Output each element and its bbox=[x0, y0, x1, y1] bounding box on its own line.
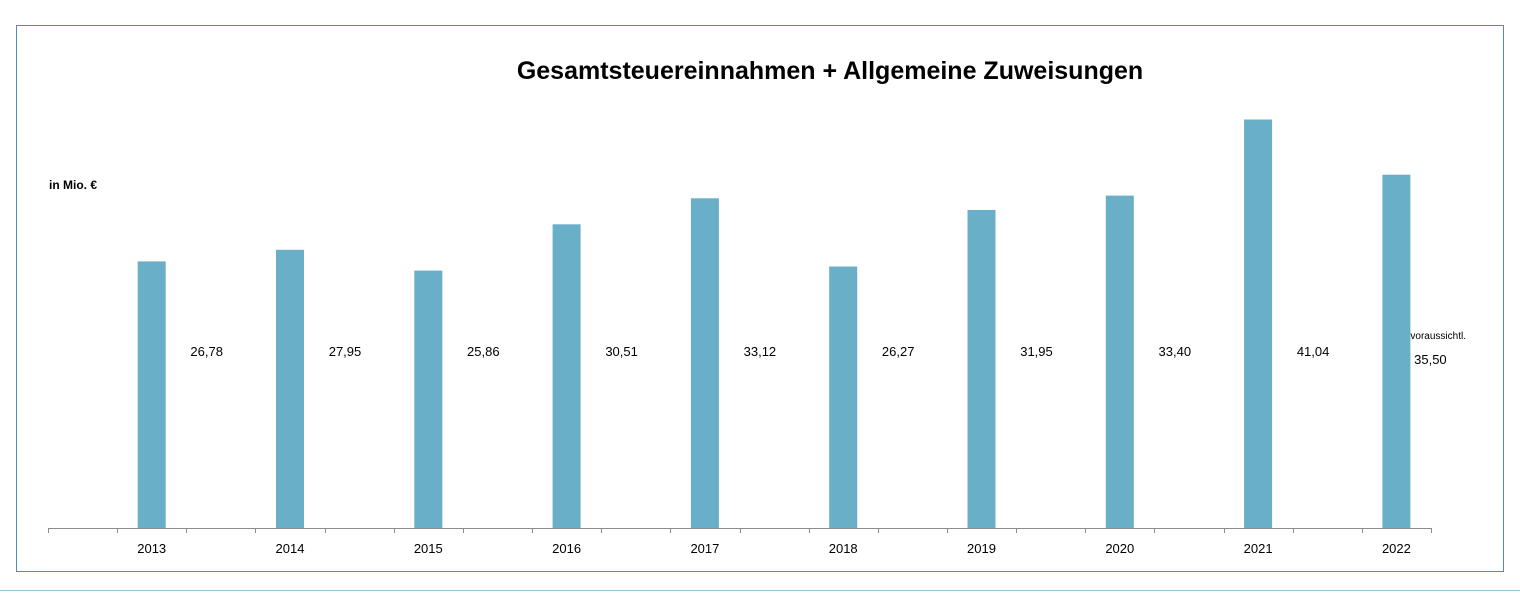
bar-2014 bbox=[276, 249, 304, 529]
bar-2016 bbox=[552, 224, 581, 529]
data-label: 33,12 bbox=[744, 344, 777, 359]
forecast-note: voraussichtl. bbox=[1410, 331, 1466, 342]
data-label: 41,04 bbox=[1297, 344, 1330, 359]
x-tick-label: 2013 bbox=[137, 541, 166, 556]
data-label: 30,51 bbox=[605, 344, 638, 359]
bar-2013 bbox=[137, 261, 166, 528]
bar-2020 bbox=[1105, 195, 1134, 528]
x-tick-label: 2014 bbox=[276, 541, 305, 556]
chart-title: Gesamtsteuereinnahmen + Allgemeine Zuwei… bbox=[517, 57, 1143, 85]
bar-2018 bbox=[829, 266, 858, 528]
data-label: 33,40 bbox=[1159, 344, 1192, 359]
x-tick-label: 2017 bbox=[690, 541, 719, 556]
bottom-divider bbox=[0, 590, 1520, 591]
data-label: 25,86 bbox=[467, 344, 500, 359]
data-label: 26,27 bbox=[882, 344, 915, 359]
x-tick-label: 2018 bbox=[829, 541, 858, 556]
x-tick-label: 2019 bbox=[967, 541, 996, 556]
data-label: 27,95 bbox=[329, 344, 362, 359]
data-label: 26,78 bbox=[190, 344, 223, 359]
data-label: 35,50 bbox=[1414, 352, 1447, 367]
x-tick-label: 2022 bbox=[1382, 541, 1411, 556]
y-axis-unit-label: in Mio. € bbox=[49, 178, 97, 192]
x-tick-label: 2021 bbox=[1244, 541, 1273, 556]
bar-2017 bbox=[690, 198, 719, 529]
bar-2022 bbox=[1382, 174, 1411, 528]
x-tick-label: 2020 bbox=[1105, 541, 1134, 556]
bar-2019 bbox=[967, 210, 996, 528]
bar-2021 bbox=[1244, 119, 1273, 528]
data-label: 31,95 bbox=[1020, 344, 1053, 359]
x-tick-label: 2016 bbox=[552, 541, 581, 556]
bar-2015 bbox=[414, 270, 443, 528]
x-tick-label: 2015 bbox=[414, 541, 443, 556]
